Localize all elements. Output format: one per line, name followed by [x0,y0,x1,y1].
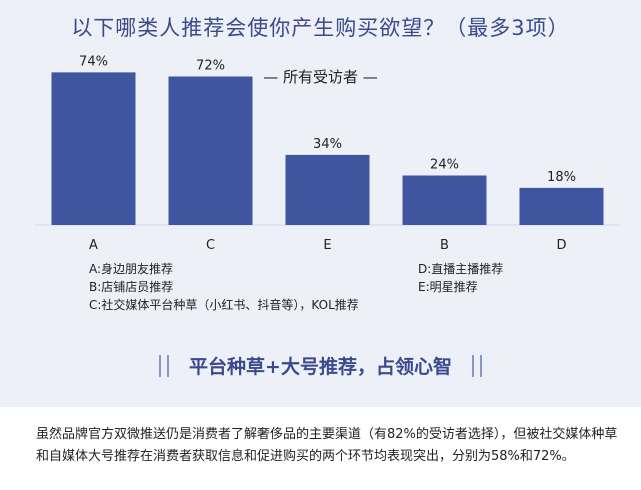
chart-subtitle: — 所有受访者 — [263,68,378,86]
x-tick-label-b: B [440,238,449,253]
data-label-e: 34% [313,137,342,152]
x-tick-label-d: D [556,238,566,253]
banner-divider-right [471,354,474,377]
data-label-b: 24% [430,158,459,173]
bar-d [519,187,604,225]
banner-divider-left [159,354,162,377]
bar-e [285,154,370,225]
data-label-c: 72% [196,59,225,74]
x-tick-label-e: E [323,238,331,253]
section-banner: 平台种草+大号推荐，占领心智 [0,352,641,379]
legend-item-d: D:直播主播推荐 [418,262,504,276]
data-label-a: 74% [79,54,108,69]
banner-divider-right-2 [479,354,482,377]
chart-title: 以下哪类人推荐会使你产生购买欲望？（最多3项） [71,16,570,40]
bar-b [402,175,487,225]
body-paragraph: 虽然品牌官方双微推送仍是消费者了解奢侈品的主要渠道（有82%的受访者选择），但被… [36,427,618,464]
x-tick-label-a: A [89,238,98,253]
legend-item-b: B:店铺店员推荐 [89,280,174,294]
data-label-d: 18% [547,170,576,185]
legend-left: A:身边朋友推荐 B:店铺店员推荐 C:社交媒体平台种草（小红书、抖音等），KO… [89,260,389,314]
legend-item-e: E:明星推荐 [418,280,478,294]
legend-item-a: A:身边朋友推荐 [89,262,174,276]
bar-c [168,76,253,225]
banner-divider-left-2 [167,354,170,377]
legend-right: D:直播主播推荐 E:明星推荐 [418,260,618,296]
banner-text: 平台种草+大号推荐，占领心智 [189,356,452,378]
x-tick-label-c: C [206,238,215,253]
bar-a [51,72,136,225]
bar-chart: 74% A 72% C 34% E 24% B 18% D [35,54,620,253]
legend-item-c: C:社交媒体平台种草（小红书、抖音等），KOL推荐 [89,298,359,312]
